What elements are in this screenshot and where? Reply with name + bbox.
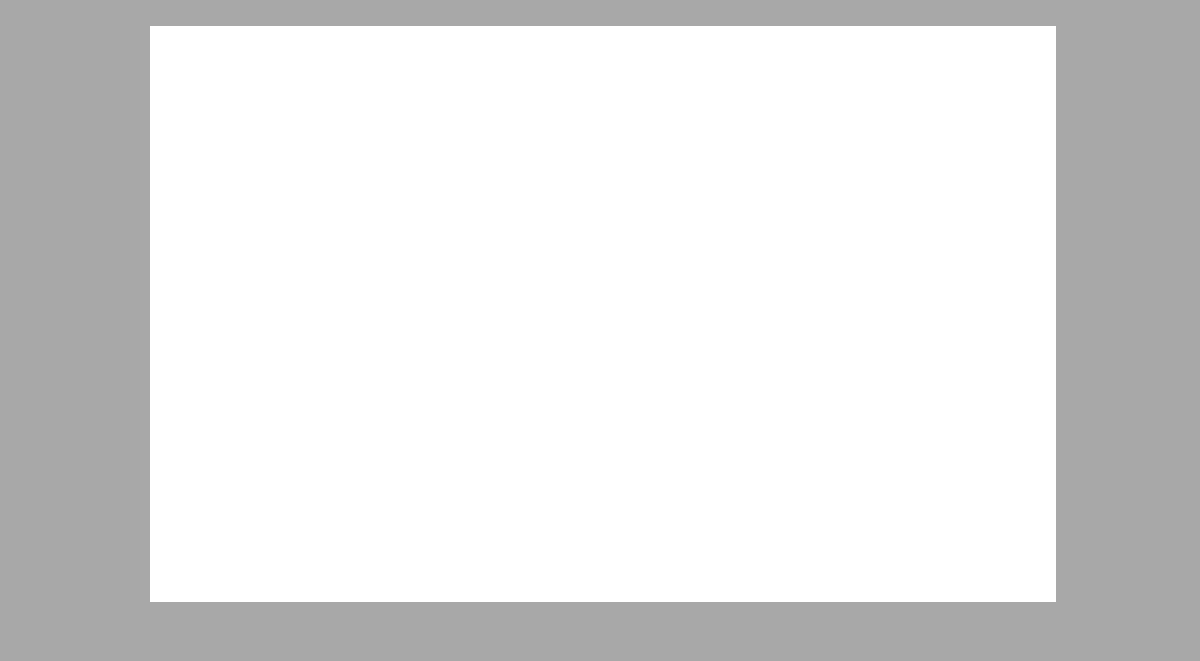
Text: $7.5\,\Omega$: $7.5\,\Omega$ (604, 423, 642, 439)
Text: $+$: $+$ (558, 326, 569, 339)
Text: Find the voltage $v_0$ in the circuit shown: Find the voltage $v_0$ in the circuit sh… (348, 161, 785, 185)
Text: 193 V: 193 V (451, 346, 491, 360)
Text: $-$: $-$ (418, 363, 430, 377)
Text: $-$: $-$ (797, 379, 810, 393)
Text: $v_\Delta$: $v_\Delta$ (718, 310, 734, 325)
Text: $+$: $+$ (418, 338, 430, 352)
Text: $8\,\Omega$: $8\,\Omega$ (738, 423, 763, 439)
Text: $2\,\Omega$: $2\,\Omega$ (738, 278, 763, 293)
Text: $v_\theta$: $v_\theta$ (590, 391, 606, 405)
Text: $+$: $+$ (798, 326, 810, 339)
Text: $v_o$: $v_o$ (488, 348, 504, 362)
Text: $\bullet$: $\bullet$ (320, 161, 332, 181)
Circle shape (553, 408, 560, 414)
Text: $0.8\,v_\theta$: $0.8\,v_\theta$ (832, 347, 872, 363)
Text: $-$: $-$ (560, 394, 571, 407)
Text: $4\,\Omega$: $4\,\Omega$ (472, 278, 496, 293)
Text: $0.5\,\mathrm{A}$: $0.5\,\mathrm{A}$ (718, 348, 752, 362)
Circle shape (685, 408, 692, 414)
Text: $-$: $-$ (746, 307, 758, 321)
Text: $+$: $+$ (700, 307, 710, 321)
Text: $2.5\,\Omega$: $2.5\,\Omega$ (604, 278, 642, 293)
Text: Example 7: Example 7 (510, 118, 720, 153)
Text: $6\,\Omega$: $6\,\Omega$ (472, 423, 496, 439)
Text: $-$: $-$ (616, 394, 626, 407)
Text: $+$: $+$ (574, 394, 586, 407)
Circle shape (553, 300, 560, 307)
Text: $0.4\,v_\Delta$: $0.4\,v_\Delta$ (576, 347, 617, 363)
Circle shape (685, 300, 692, 307)
